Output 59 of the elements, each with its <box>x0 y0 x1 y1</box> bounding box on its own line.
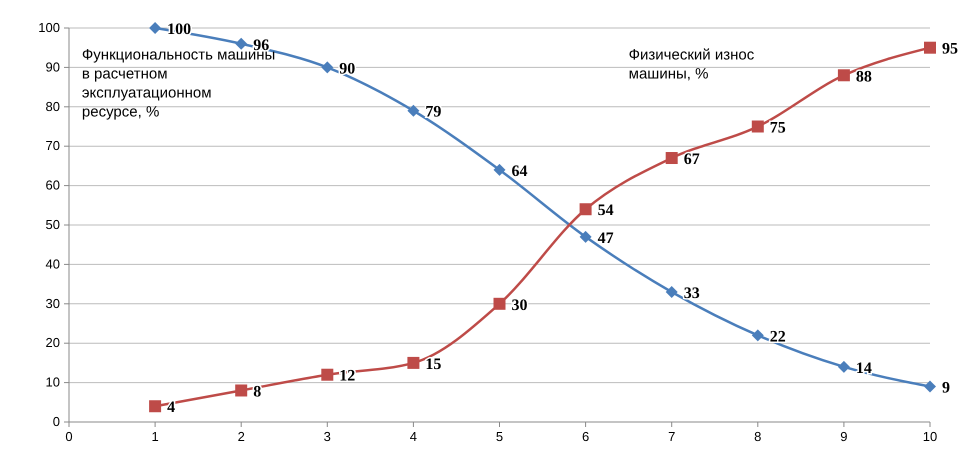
y-tick-label: 80 <box>46 98 60 114</box>
data-label: 4 <box>167 399 176 416</box>
x-tick-label: 7 <box>668 429 676 444</box>
point <box>321 368 334 381</box>
point <box>666 152 678 164</box>
point <box>494 164 506 176</box>
y-tick-label: 50 <box>46 217 60 232</box>
point <box>407 356 420 369</box>
y-tick-label: 60 <box>46 178 60 193</box>
data-label: 30 <box>512 296 528 314</box>
x-tick-label: 3 <box>324 429 331 444</box>
point <box>666 286 678 298</box>
point <box>580 230 592 243</box>
data-label: 75 <box>770 120 786 136</box>
y-tick-label: 20 <box>46 335 60 350</box>
x-tick-label: 4 <box>410 429 418 444</box>
x-tick-label: 8 <box>754 429 762 444</box>
x-tick-label: 6 <box>582 429 590 444</box>
x-tick-label: 1 <box>151 429 159 444</box>
data-label: 22 <box>770 328 786 346</box>
data-label: 90 <box>339 60 356 78</box>
point <box>494 298 506 310</box>
x-tick-label: 10 <box>922 429 938 444</box>
y-tick-label: 40 <box>46 256 60 272</box>
x-tick-label: 2 <box>238 429 245 444</box>
point <box>321 61 334 74</box>
text: Физический износ машины, % <box>628 46 755 83</box>
point <box>580 203 592 216</box>
y-tick-label: 30 <box>46 296 60 311</box>
data-label: 95 <box>942 40 958 58</box>
x-tick-label: 0 <box>65 429 73 444</box>
point <box>235 384 248 396</box>
data-label: 47 <box>598 230 614 247</box>
point <box>235 38 248 50</box>
point <box>838 360 850 373</box>
point <box>924 380 936 393</box>
data-label: 9 <box>942 380 950 397</box>
data-label: 8 <box>253 383 262 400</box>
point <box>149 400 162 412</box>
point <box>924 42 936 54</box>
point <box>407 104 420 117</box>
y-tick-label: 100 <box>38 20 60 35</box>
data-label: 54 <box>598 202 614 220</box>
data-label: 67 <box>684 151 700 168</box>
point <box>752 329 764 342</box>
point <box>149 22 162 34</box>
y-tick-label: 90 <box>46 59 60 74</box>
point <box>752 120 764 132</box>
y-tick-label: 0 <box>52 414 60 429</box>
x-tick-label: 9 <box>840 429 848 444</box>
point <box>838 69 850 82</box>
data-label: 88 <box>856 68 872 86</box>
x-tick-label: 5 <box>496 429 504 444</box>
y-tick-label: 70 <box>46 138 60 154</box>
data-label: 15 <box>425 356 442 373</box>
data-label: 64 <box>512 162 528 180</box>
y-tick-label: 10 <box>46 374 60 390</box>
data-label: 79 <box>425 104 442 121</box>
data-label: 33 <box>684 284 700 302</box>
